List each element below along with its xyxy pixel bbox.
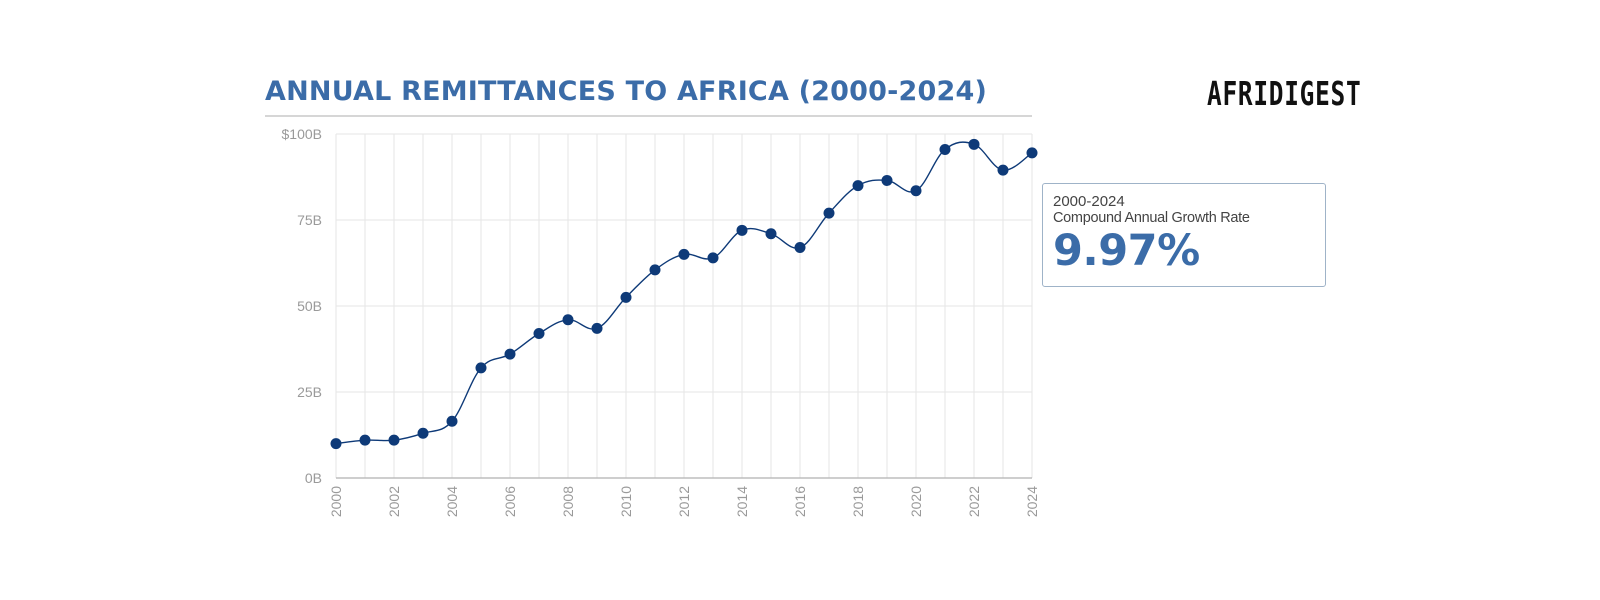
x-tick-label: 2006 xyxy=(502,486,518,517)
x-tick-label: 2012 xyxy=(676,486,692,517)
data-point-2003 xyxy=(417,427,429,439)
data-point-2011 xyxy=(649,264,661,276)
cagr-callout: 2000-2024 Compound Annual Growth Rate 9.… xyxy=(1042,183,1326,287)
data-point-2012 xyxy=(678,248,690,260)
data-point-2021 xyxy=(939,143,951,155)
x-tick-label: 2000 xyxy=(328,486,344,517)
data-point-2023 xyxy=(997,164,1009,176)
data-point-2015 xyxy=(765,228,777,240)
x-tick-label: 2018 xyxy=(850,486,866,517)
data-point-2024 xyxy=(1026,147,1038,159)
x-tick-label: 2016 xyxy=(792,486,808,517)
x-tick-label: 2022 xyxy=(966,486,982,517)
grid-layer xyxy=(335,133,1033,478)
data-point-2022 xyxy=(968,138,980,150)
data-point-2008 xyxy=(562,314,574,326)
x-tick-label: 2002 xyxy=(386,486,402,517)
x-tick-label: 2014 xyxy=(734,486,750,517)
data-point-2000 xyxy=(330,438,342,450)
data-point-2004 xyxy=(446,415,458,427)
data-point-2009 xyxy=(591,322,603,334)
cagr-value: 9.97% xyxy=(1053,226,1200,276)
data-point-2017 xyxy=(823,207,835,219)
data-point-2005 xyxy=(475,362,487,374)
x-tick-label: 2010 xyxy=(618,486,634,517)
data-point-2019 xyxy=(881,174,893,186)
data-point-2006 xyxy=(504,348,516,360)
y-tick-label: 50B xyxy=(297,298,322,314)
tick-label-layer: 0B 25B 50B 75B $100B 2000 2002 2004 2006 2008 2010… xyxy=(282,126,1040,517)
x-tick-label: 2024 xyxy=(1024,486,1040,517)
y-tick-label: 25B xyxy=(297,384,322,400)
data-point-2016 xyxy=(794,242,806,254)
data-point-2007 xyxy=(533,328,545,340)
data-point-2010 xyxy=(620,291,632,303)
chart-title: ANNUAL REMITTANCES TO AFRICA (2000-2024) xyxy=(265,76,988,107)
y-tick-label: $100B xyxy=(282,126,322,142)
series-layer xyxy=(330,138,1038,450)
data-point-2001 xyxy=(359,434,371,446)
y-tick-label: 75B xyxy=(297,212,322,228)
x-tick-label: 2004 xyxy=(444,486,460,517)
x-tick-label: 2008 xyxy=(560,486,576,517)
x-tick-label: 2020 xyxy=(908,486,924,517)
y-tick-label: 0B xyxy=(305,470,322,486)
data-point-2020 xyxy=(910,185,922,197)
data-point-2014 xyxy=(736,224,748,236)
callout-period: 2000-2024 xyxy=(1053,193,1125,210)
callout-label: Compound Annual Growth Rate xyxy=(1053,210,1250,226)
data-point-2002 xyxy=(388,434,400,446)
data-point-2018 xyxy=(852,180,864,192)
data-point-2013 xyxy=(707,252,719,264)
